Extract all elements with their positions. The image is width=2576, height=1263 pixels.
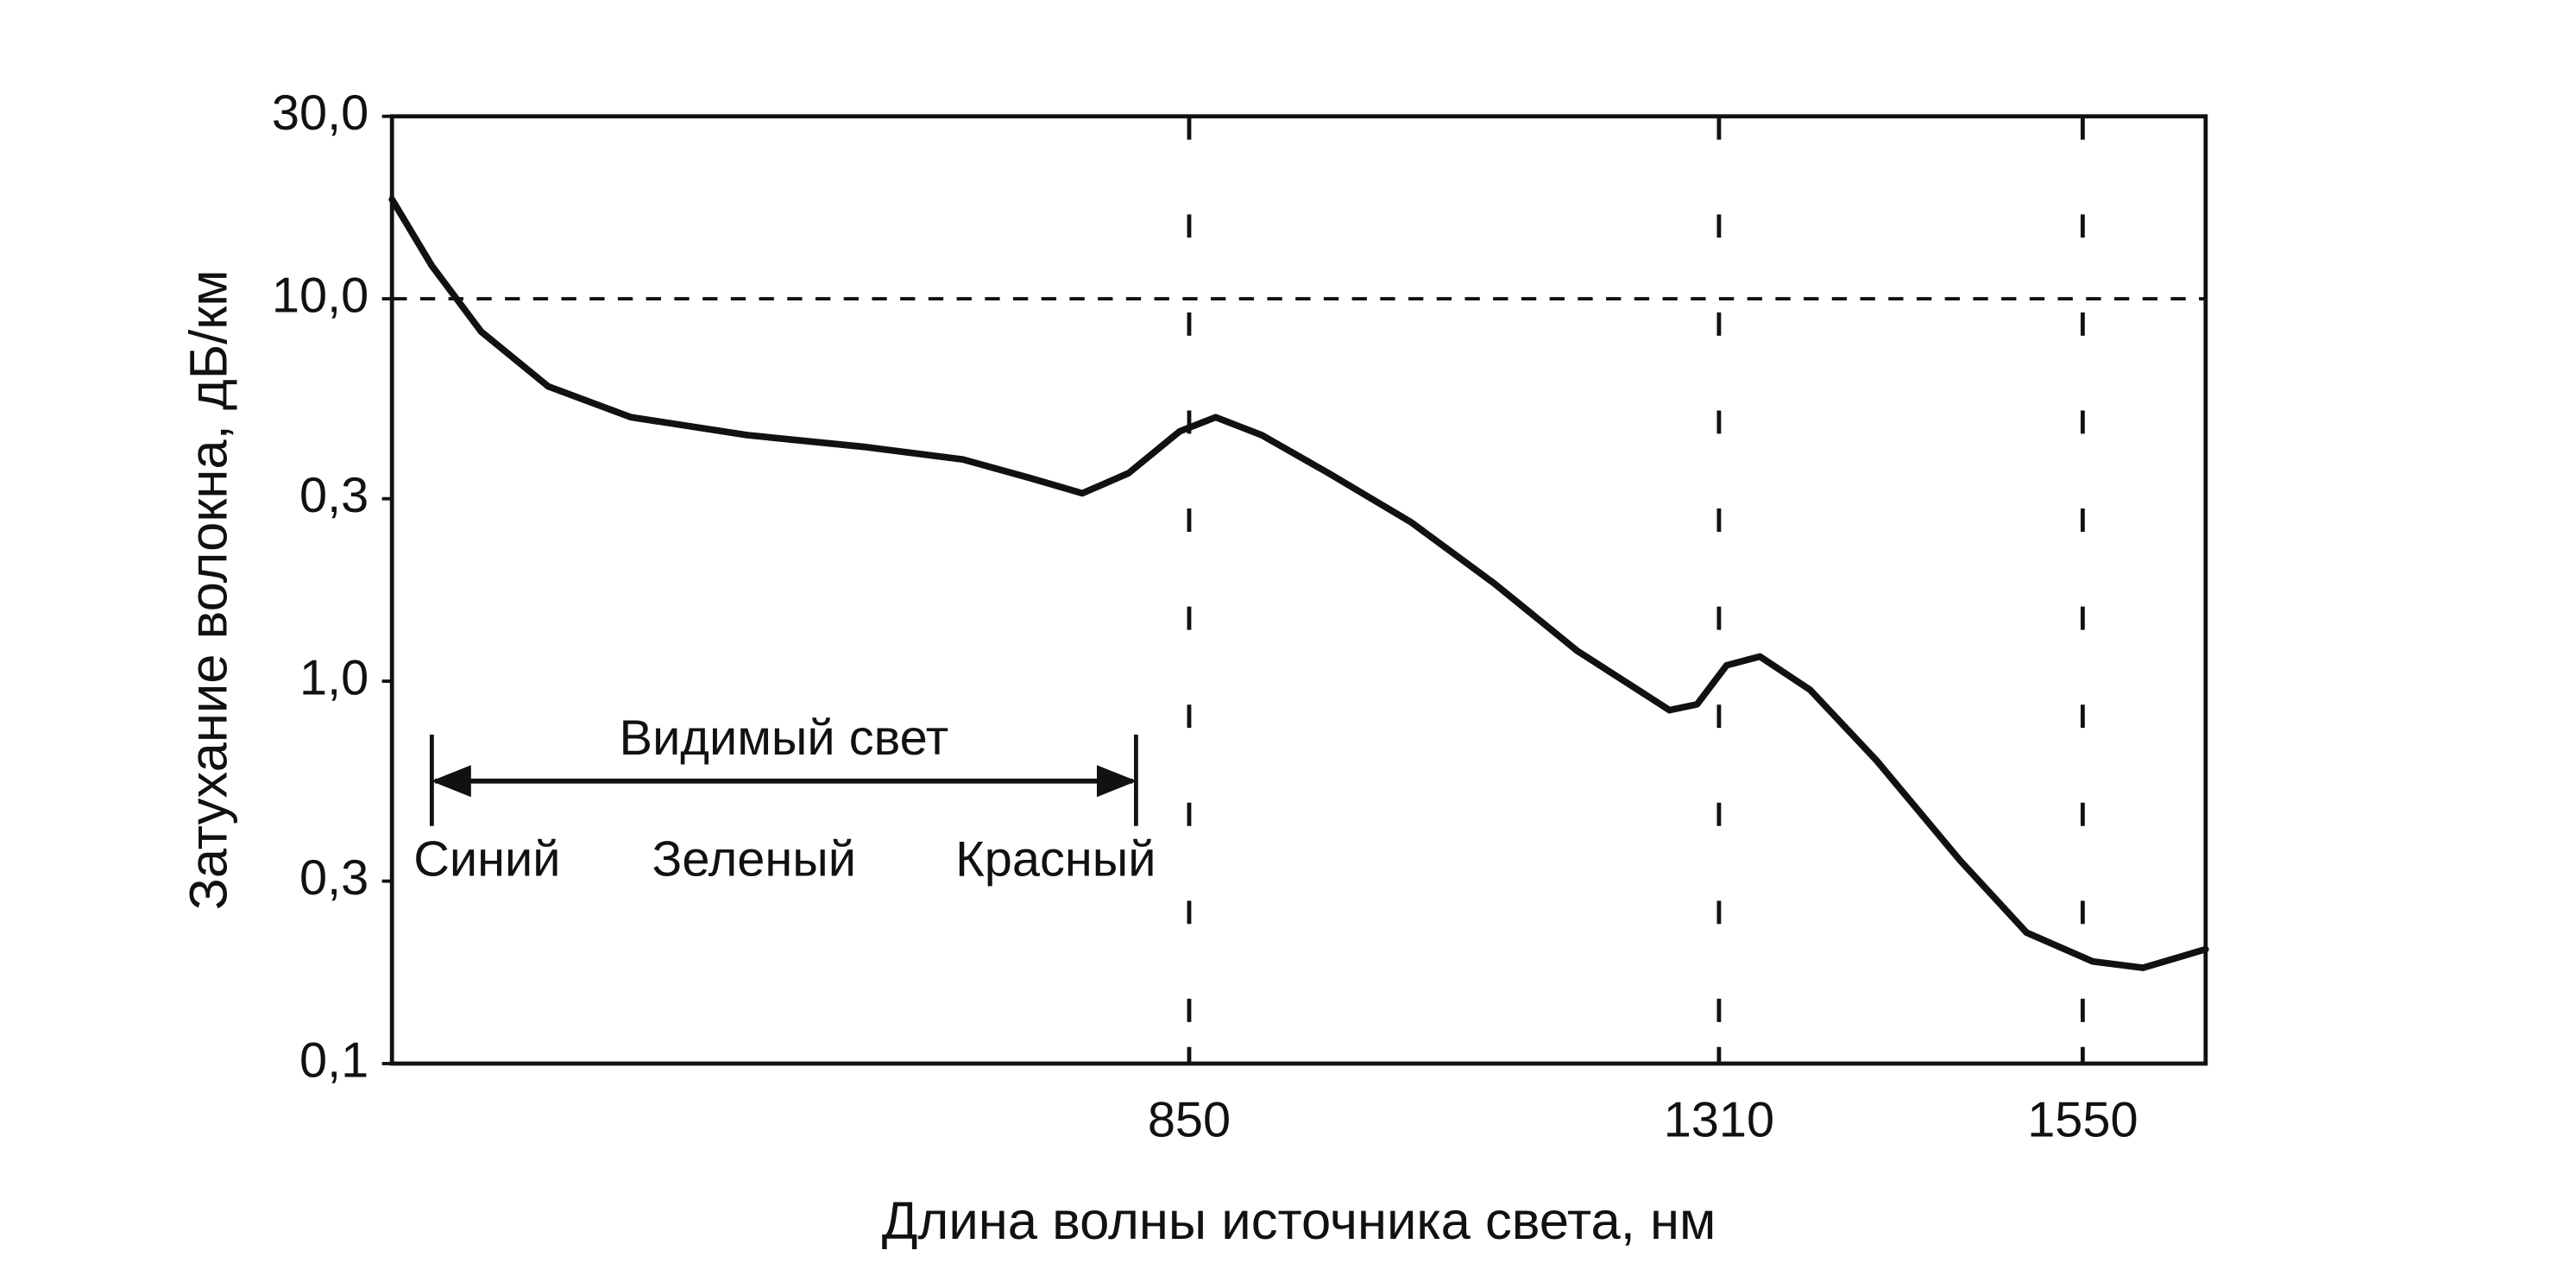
y-tick-label: 30,0 [272, 85, 368, 141]
y-tick-label: 0,3 [299, 850, 368, 906]
x-tick-label: 1550 [2027, 1093, 2138, 1148]
visible-light-annotation: Видимый свет Синий Зеленый Красный [413, 710, 1156, 887]
y-tick-label: 1,0 [299, 650, 368, 705]
plot-frame [389, 114, 2208, 1066]
annotation-title: Видимый свет [620, 710, 949, 766]
annotation-label: Зеленый [652, 831, 856, 887]
y-axis-title: Затухание волокна, дБ/км [180, 269, 239, 910]
x-axis-title: Длина волны источника света, нм [882, 1191, 1716, 1251]
y-tick-label: 0,3 [299, 468, 368, 523]
x-tick-label: 1310 [1664, 1093, 1774, 1148]
annotation-label: Синий [413, 831, 560, 887]
annotation-label: Красный [955, 831, 1156, 887]
data-line [388, 196, 2209, 971]
y-tick-label: 0,1 [299, 1033, 368, 1088]
y-tick-label: 10,0 [272, 268, 368, 323]
x-tick-label: 850 [1148, 1093, 1231, 1148]
